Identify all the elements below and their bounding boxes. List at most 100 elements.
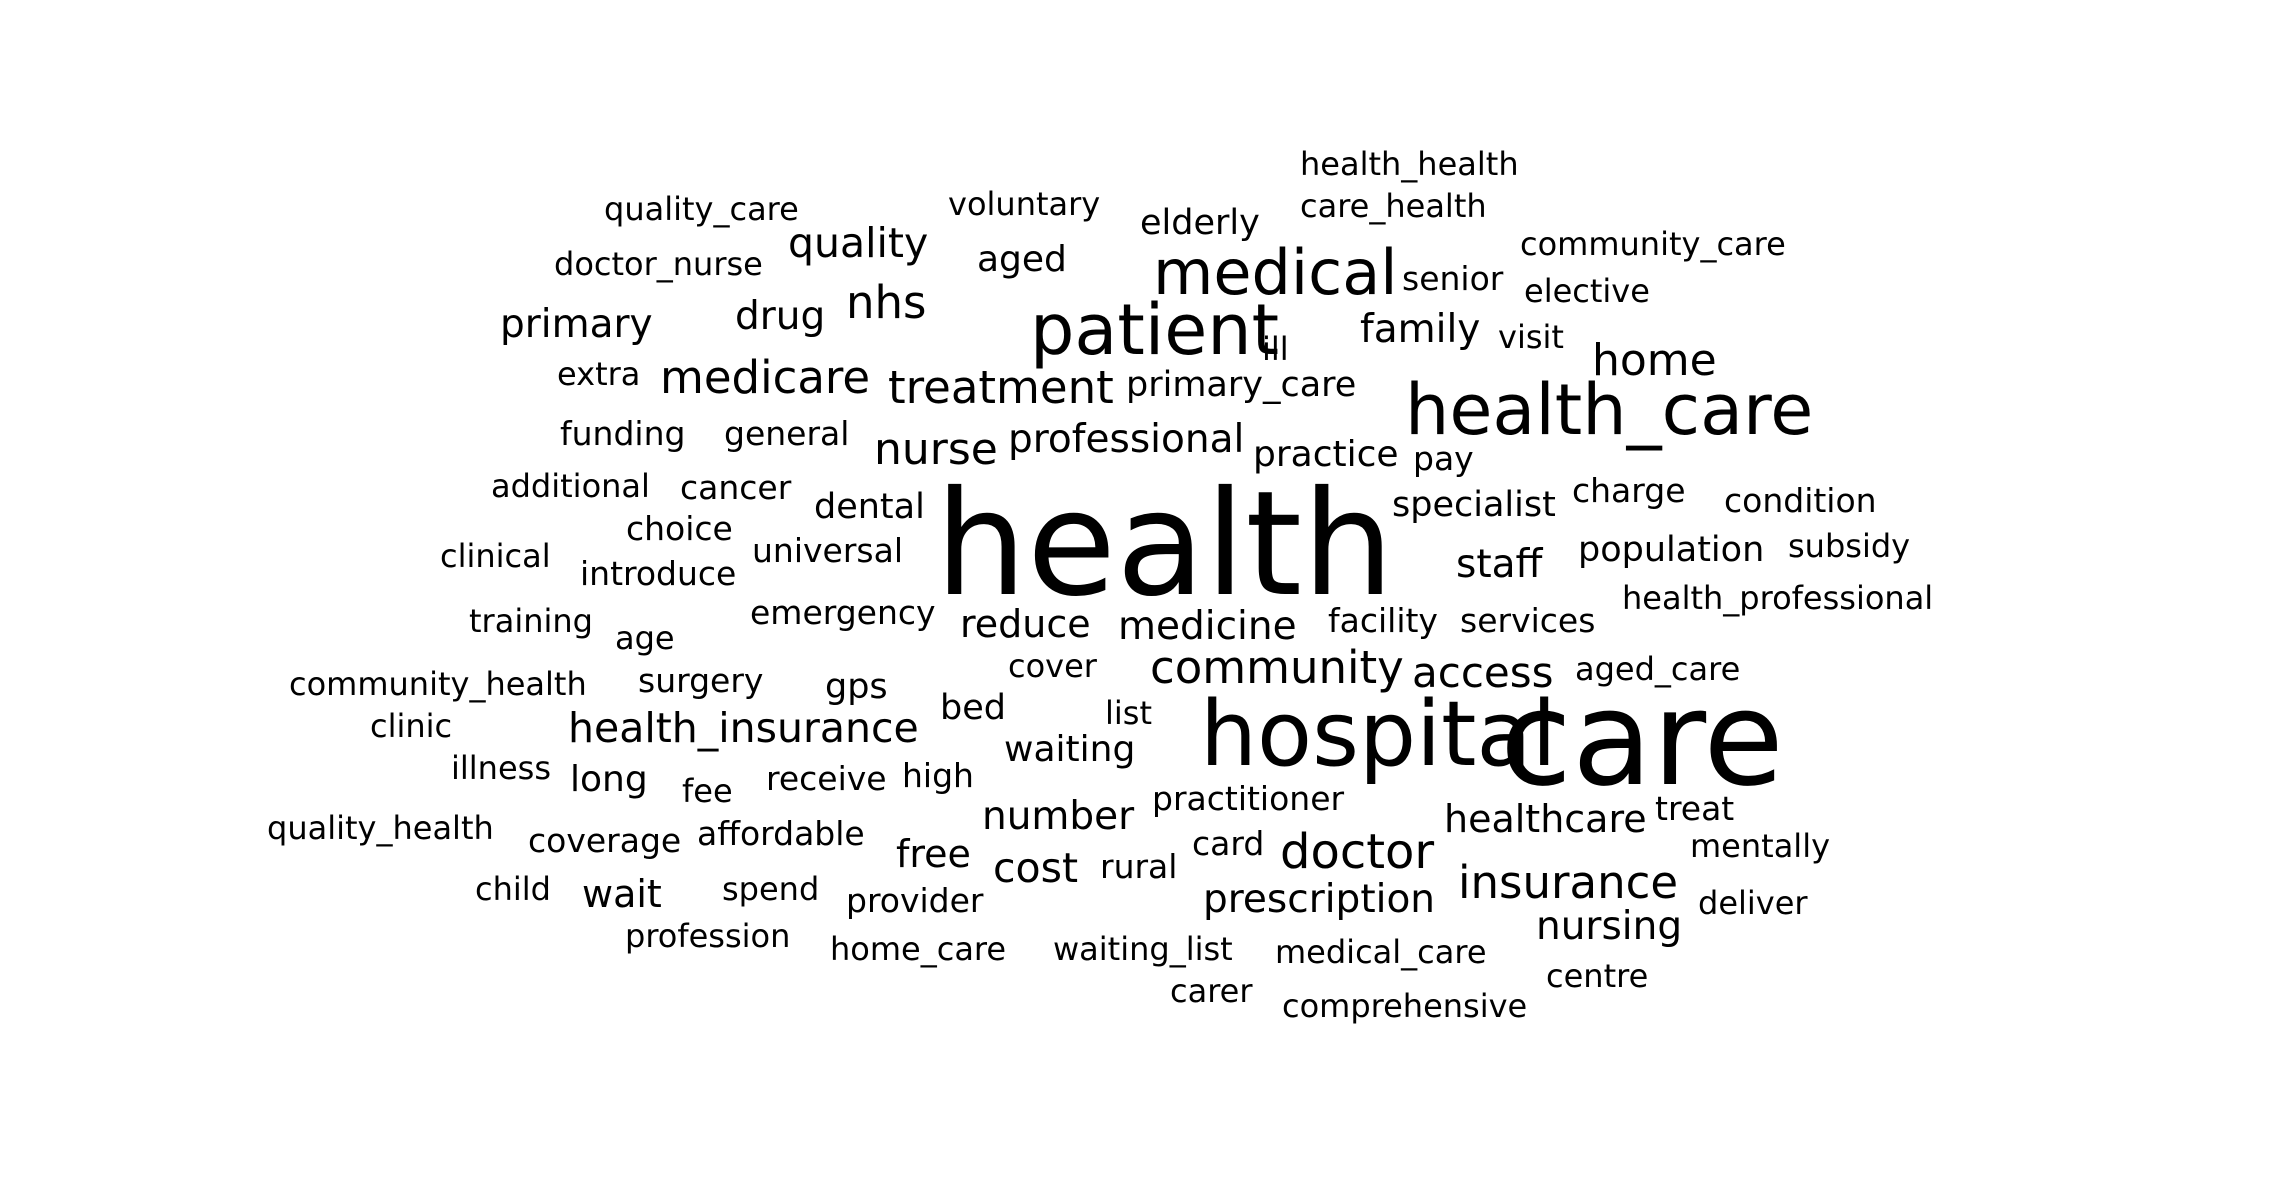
cloud-word: doctor_nurse xyxy=(554,245,763,283)
cloud-word: population xyxy=(1578,530,1765,570)
cloud-word: long xyxy=(570,759,648,800)
cloud-word: health_professional xyxy=(1622,579,1934,617)
cloud-word: nhs xyxy=(846,276,927,329)
cloud-word: community_health xyxy=(289,665,587,703)
cloud-word: list xyxy=(1105,694,1152,732)
cloud-word: quality xyxy=(788,219,929,267)
cloud-word: deliver xyxy=(1698,884,1808,922)
cloud-word: additional xyxy=(491,467,650,505)
cloud-word: bed xyxy=(940,688,1006,728)
cloud-word: reduce xyxy=(960,602,1091,646)
cloud-word: universal xyxy=(752,531,903,570)
cloud-word: home xyxy=(1592,335,1717,386)
cloud-word: services xyxy=(1460,601,1596,640)
cloud-word: specialist xyxy=(1392,485,1556,525)
cloud-word: insurance xyxy=(1458,856,1679,909)
cloud-word: community xyxy=(1150,641,1404,694)
cloud-word: access xyxy=(1412,648,1554,697)
cloud-word: primary xyxy=(500,302,653,347)
cloud-word: illness xyxy=(451,749,551,787)
cloud-word: practice xyxy=(1253,434,1399,475)
cloud-word: waiting xyxy=(1004,729,1136,770)
cloud-word: health xyxy=(935,460,1395,629)
cloud-word: elective xyxy=(1524,272,1650,310)
cloud-word: condition xyxy=(1724,481,1877,520)
cloud-word: coverage xyxy=(528,821,682,860)
cloud-word: provider xyxy=(846,881,984,920)
cloud-word: medical xyxy=(1153,236,1398,309)
cloud-word: rural xyxy=(1100,847,1178,886)
cloud-word: medical_care xyxy=(1275,933,1487,971)
cloud-word: patient xyxy=(1030,289,1280,371)
cloud-word: hospital xyxy=(1200,682,1557,787)
cloud-word: spend xyxy=(722,870,820,908)
cloud-word: comprehensive xyxy=(1282,987,1528,1025)
cloud-word: professional xyxy=(1008,417,1245,462)
cloud-word: primary_care xyxy=(1126,365,1357,405)
cloud-word: quality_care xyxy=(604,190,799,228)
cloud-word: medicare xyxy=(660,351,871,404)
cloud-word: health_care xyxy=(1405,369,1814,451)
cloud-word: aged_care xyxy=(1575,650,1741,688)
cloud-word: surgery xyxy=(638,661,764,700)
cloud-word: drug xyxy=(735,294,826,339)
cloud-word: dental xyxy=(814,487,925,527)
cloud-word: child xyxy=(475,870,551,908)
cloud-word: fee xyxy=(682,772,733,810)
cloud-word: receive xyxy=(766,759,887,798)
cloud-word: community_care xyxy=(1520,225,1786,263)
cloud-word: nurse xyxy=(874,424,998,475)
cloud-word: medicine xyxy=(1118,604,1297,649)
cloud-word: charge xyxy=(1572,471,1686,510)
cloud-word: introduce xyxy=(580,554,737,593)
cloud-word: family xyxy=(1360,307,1481,352)
cloud-word: clinical xyxy=(440,537,551,575)
cloud-word: cost xyxy=(993,844,1079,892)
cloud-word: mentally xyxy=(1690,827,1831,865)
cloud-word: high xyxy=(902,756,974,795)
cloud-word: waiting_list xyxy=(1053,930,1233,968)
cloud-word: profession xyxy=(625,917,791,955)
cloud-word: care xyxy=(1500,662,1784,815)
cloud-word: health_health xyxy=(1300,145,1519,183)
cloud-word: nursing xyxy=(1536,904,1683,949)
cloud-word: visit xyxy=(1498,318,1564,356)
cloud-word: age xyxy=(615,619,675,657)
cloud-word: prescription xyxy=(1203,877,1436,922)
cloud-word: ill xyxy=(1262,330,1289,368)
cloud-word: home_care xyxy=(830,930,1007,968)
cloud-word: pay xyxy=(1413,439,1474,478)
cloud-word: voluntary xyxy=(948,185,1101,223)
cloud-word: extra xyxy=(557,355,641,393)
cloud-word: free xyxy=(896,832,971,876)
cloud-word: gps xyxy=(825,667,888,707)
cloud-word: aged xyxy=(977,239,1067,280)
cloud-word: subsidy xyxy=(1788,527,1911,565)
cloud-word: care_health xyxy=(1300,187,1487,225)
cloud-word: training xyxy=(469,602,593,640)
cloud-word: treatment xyxy=(888,361,1114,414)
cloud-word: clinic xyxy=(370,707,453,745)
cloud-word: wait xyxy=(582,872,662,916)
cloud-word: affordable xyxy=(697,814,865,853)
cloud-word: choice xyxy=(626,509,733,548)
cloud-word: cover xyxy=(1008,647,1097,685)
cloud-word: card xyxy=(1192,824,1265,863)
cloud-word: number xyxy=(982,794,1135,839)
cloud-word: funding xyxy=(560,414,686,453)
cloud-word: senior xyxy=(1402,259,1504,298)
cloud-word: treat xyxy=(1655,789,1735,828)
cloud-word: carer xyxy=(1170,972,1253,1010)
cloud-word: healthcare xyxy=(1444,797,1647,841)
cloud-word: elderly xyxy=(1140,203,1260,243)
cloud-word: emergency xyxy=(750,593,936,632)
cloud-word: general xyxy=(724,414,850,453)
cloud-word: health_insurance xyxy=(568,704,919,752)
cloud-word: doctor xyxy=(1280,824,1435,880)
cloud-word: staff xyxy=(1456,542,1543,587)
cloud-word: centre xyxy=(1546,957,1649,995)
cloud-word: quality_health xyxy=(267,809,494,847)
cloud-word: practitioner xyxy=(1152,779,1345,818)
cloud-word: facility xyxy=(1328,601,1438,640)
